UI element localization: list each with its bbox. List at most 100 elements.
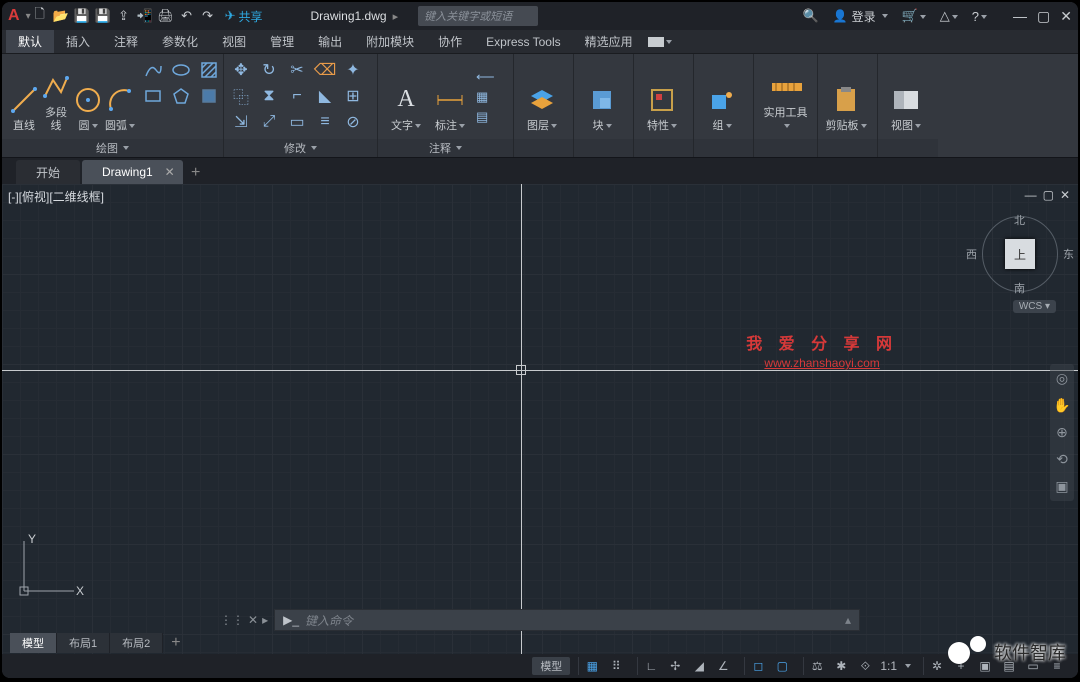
clipboard-button[interactable]: 剪贴板 [824, 58, 868, 135]
model-space-button[interactable]: 模型 [532, 657, 570, 675]
layout-add-button[interactable]: + [163, 632, 188, 654]
ellipse-icon[interactable] [168, 58, 194, 82]
trim-icon[interactable]: ✂ [284, 58, 310, 82]
tab-featured[interactable]: 精选应用 [573, 30, 645, 53]
panel-title-annot[interactable]: 注释 [378, 139, 513, 157]
array-icon[interactable]: ⊞ [340, 84, 366, 108]
grid-toggle-icon[interactable]: ▦ [583, 657, 601, 675]
undo-icon[interactable]: ↶ [178, 7, 196, 25]
tab-addins[interactable]: 附加模块 [354, 30, 426, 53]
polyline-button[interactable]: 多段线 [40, 58, 72, 135]
save-icon[interactable]: 💾 [73, 7, 91, 25]
layout-model[interactable]: 模型 [10, 633, 57, 653]
cmd-recent-icon[interactable]: ▸ [262, 613, 268, 627]
2d-osnap-icon[interactable]: ▢ [773, 657, 791, 675]
rect-icon[interactable] [140, 84, 166, 108]
tab-output[interactable]: 输出 [306, 30, 354, 53]
layout-1[interactable]: 布局1 [57, 633, 110, 653]
table-icon[interactable]: ▦ [476, 89, 495, 105]
open-icon[interactable]: 📂 [52, 7, 70, 25]
new-tab-button[interactable]: + [185, 162, 207, 184]
close-tab-icon[interactable]: ✕ [165, 165, 175, 179]
search-icon[interactable]: 🔍 [802, 8, 818, 24]
workspace-icon[interactable]: ✲ [928, 657, 946, 675]
tab-parametric[interactable]: 参数化 [150, 30, 210, 53]
cmd-history-icon[interactable]: ⋮⋮ [220, 613, 244, 627]
explode-icon[interactable]: ✦ [340, 58, 366, 82]
pan-icon[interactable]: ✋ [1053, 397, 1070, 414]
tab-appearance-toggle[interactable] [645, 30, 675, 53]
vp-maximize-icon[interactable]: ▢ [1043, 188, 1054, 202]
offset-icon[interactable]: ▭ [284, 110, 310, 134]
break-icon[interactable]: ⊘ [340, 110, 366, 134]
spline-icon[interactable] [140, 58, 166, 82]
help-search-input[interactable]: 键入关键字或短语 [418, 6, 538, 26]
tab-express[interactable]: Express Tools [474, 30, 572, 53]
view-panel-button[interactable]: 视图 [884, 58, 928, 135]
group-button[interactable]: 组 [700, 58, 744, 135]
viewport-label[interactable]: [-][俯视][二维线框] [8, 188, 104, 205]
tab-drawing1[interactable]: Drawing1✕ [82, 160, 183, 184]
arc-button[interactable]: 圆弧 [104, 58, 136, 135]
stretch-icon[interactable]: ⇲ [228, 110, 254, 134]
tab-view[interactable]: 视图 [210, 30, 258, 53]
tab-default[interactable]: 默认 [6, 30, 54, 53]
share-button[interactable]: ✈共享 [225, 8, 263, 25]
scale-display[interactable]: 1:1 [880, 659, 897, 673]
otrack-icon[interactable]: ∠ [714, 657, 732, 675]
redo-icon[interactable]: ↷ [199, 7, 217, 25]
help-icon[interactable]: ? [972, 9, 987, 24]
vp-minimize-icon[interactable]: — [1025, 188, 1037, 202]
cmd-close-icon[interactable]: ✕ [248, 613, 258, 627]
panel-title-draw[interactable]: 绘图 [2, 139, 223, 157]
mirror-icon[interactable]: ⧗ [256, 84, 282, 108]
tab-manage[interactable]: 管理 [258, 30, 306, 53]
properties-button[interactable]: 特性 [640, 58, 684, 135]
annovis-icon[interactable]: ✱ [832, 657, 850, 675]
orbit-icon[interactable]: ⟲ [1056, 451, 1068, 468]
layers-button[interactable]: 图层 [520, 58, 564, 135]
tab-start[interactable]: 开始 [16, 160, 80, 184]
vp-close-icon[interactable]: ✕ [1060, 188, 1070, 202]
text-button[interactable]: A 文字 [384, 58, 428, 135]
wcs-badge[interactable]: WCS ▾ [1013, 300, 1056, 313]
ortho-icon[interactable]: ∟ [642, 657, 660, 675]
leader-icon[interactable]: ⟵ [476, 69, 495, 85]
minimize-button[interactable]: — [1013, 8, 1027, 25]
erase-icon[interactable]: ⌫ [312, 58, 338, 82]
autoscale-icon[interactable]: ⟐ [856, 657, 874, 675]
cart-icon[interactable]: 🛒 [902, 8, 926, 24]
annoscale-icon[interactable]: ⚖ [808, 657, 826, 675]
plot-icon[interactable]: 🖨 [157, 7, 175, 25]
drawing-canvas[interactable]: [-][俯视][二维线框] — ▢ ✕ 我 爱 分 享 网 www.zhansh… [2, 184, 1078, 654]
hatch-icon[interactable] [196, 58, 222, 82]
block-button[interactable]: 块 [580, 58, 624, 135]
copy-icon[interactable]: ⿻ [228, 84, 254, 108]
osnap-icon[interactable]: ◻ [749, 657, 767, 675]
tab-annotate[interactable]: 注释 [102, 30, 150, 53]
close-button[interactable]: ✕ [1060, 8, 1072, 25]
layout-2[interactable]: 布局2 [110, 633, 163, 653]
showmotion-icon[interactable]: ▣ [1055, 478, 1068, 495]
tab-collab[interactable]: 协作 [426, 30, 474, 53]
line-button[interactable]: 直线 [8, 58, 40, 135]
polygon-icon[interactable] [168, 84, 194, 108]
utilities-button[interactable]: 实用工具 [760, 58, 811, 135]
tab-insert[interactable]: 插入 [54, 30, 102, 53]
steering-wheel-icon[interactable]: ◎ [1056, 370, 1068, 387]
align-icon[interactable]: ≡ [312, 110, 338, 134]
viewcube[interactable]: 上 北 南 西 东 [980, 214, 1060, 294]
fillet-icon[interactable]: ⌐ [284, 84, 310, 108]
circle-button[interactable]: 圆 [72, 58, 104, 135]
region-icon[interactable] [196, 84, 222, 108]
rotate-icon[interactable]: ↻ [256, 58, 282, 82]
snap-toggle-icon[interactable]: ⠿ [607, 657, 625, 675]
autodesk-icon[interactable]: △ [940, 8, 958, 24]
isodraft-icon[interactable]: ◢ [690, 657, 708, 675]
move-icon[interactable]: ✥ [228, 58, 254, 82]
maximize-button[interactable]: ▢ [1037, 8, 1050, 25]
chamfer-icon[interactable]: ◣ [312, 84, 338, 108]
polar-icon[interactable]: ✢ [666, 657, 684, 675]
cloud-open-icon[interactable]: ⇪ [115, 7, 133, 25]
new-icon[interactable]: 🗋 [31, 7, 49, 25]
